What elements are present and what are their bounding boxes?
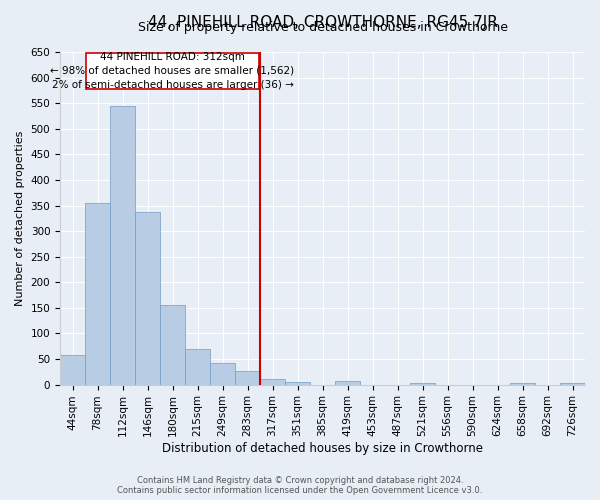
- Bar: [510, 382, 535, 384]
- Bar: [160, 306, 185, 384]
- Bar: [135, 212, 160, 384]
- Bar: [85, 203, 110, 384]
- Bar: [285, 382, 310, 384]
- Text: Contains HM Land Registry data © Crown copyright and database right 2024.
Contai: Contains HM Land Registry data © Crown c…: [118, 476, 482, 495]
- Bar: [260, 380, 285, 384]
- Bar: [110, 106, 135, 384]
- Bar: [60, 356, 85, 384]
- Text: Size of property relative to detached houses in Crowthorne: Size of property relative to detached ho…: [137, 20, 508, 34]
- Title: 44, PINEHILL ROAD, CROWTHORNE, RG45 7JR: 44, PINEHILL ROAD, CROWTHORNE, RG45 7JR: [148, 15, 497, 30]
- Bar: [86, 53, 259, 89]
- Bar: [560, 382, 585, 384]
- Bar: [235, 371, 260, 384]
- Bar: [185, 349, 210, 384]
- X-axis label: Distribution of detached houses by size in Crowthorne: Distribution of detached houses by size …: [162, 442, 483, 455]
- Bar: [335, 380, 360, 384]
- Bar: [210, 363, 235, 384]
- Text: 44 PINEHILL ROAD: 312sqm
← 98% of detached houses are smaller (1,562)
2% of semi: 44 PINEHILL ROAD: 312sqm ← 98% of detach…: [50, 52, 295, 90]
- Bar: [410, 382, 435, 384]
- Y-axis label: Number of detached properties: Number of detached properties: [15, 130, 25, 306]
